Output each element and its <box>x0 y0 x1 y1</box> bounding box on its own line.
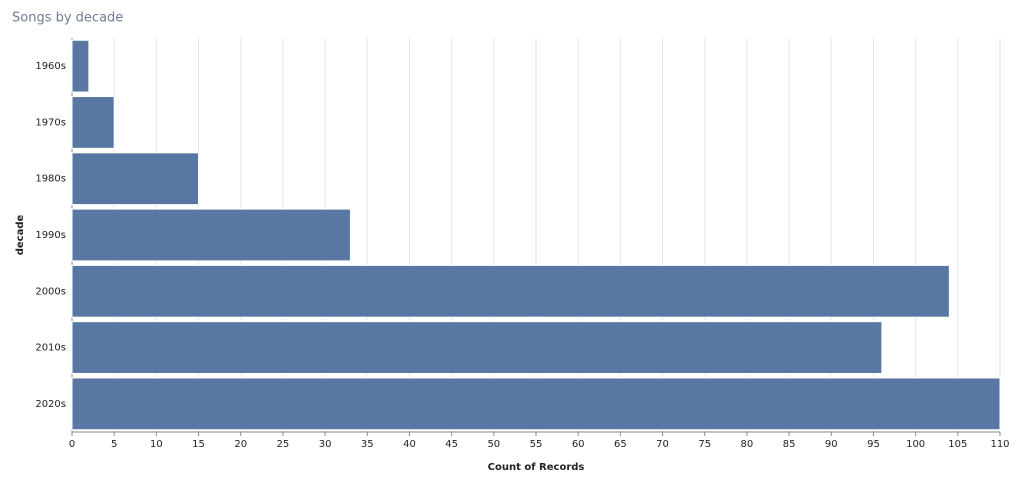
y-tick-label: 1990s <box>35 230 66 241</box>
y-tick-label: 2020s <box>35 399 66 410</box>
x-tick-label: 15 <box>192 439 205 450</box>
y-tick-label: 2000s <box>35 286 66 297</box>
y-tick-label: 1970s <box>35 117 66 128</box>
bar <box>71 264 950 318</box>
bar <box>71 152 200 206</box>
x-tick-label: 65 <box>614 439 627 450</box>
x-tick-label: 35 <box>361 439 374 450</box>
x-tick-label: 90 <box>825 439 838 450</box>
bar <box>71 96 115 149</box>
chart-title: Songs by decade <box>12 11 123 26</box>
x-tick-label: 30 <box>319 439 332 450</box>
x-tick-label: 95 <box>867 439 880 450</box>
x-tick-label: 60 <box>572 439 585 450</box>
bar <box>71 39 90 93</box>
x-tick-label: 110 <box>990 439 1009 450</box>
x-tick-label: 40 <box>403 439 416 450</box>
y-tick-label: 1980s <box>35 174 66 185</box>
x-tick-label: 25 <box>277 439 290 450</box>
x-axis-title: Count of Records <box>488 462 585 473</box>
y-axis-title: decade <box>15 215 26 256</box>
x-tick-label: 0 <box>69 439 75 450</box>
bar <box>71 377 1001 431</box>
bar <box>71 321 883 374</box>
x-tick-label: 75 <box>698 439 711 450</box>
x-tick-label: 5 <box>111 439 117 450</box>
x-tick-label: 45 <box>445 439 458 450</box>
x-tick-label: 20 <box>234 439 247 450</box>
x-tick-label: 100 <box>906 439 925 450</box>
x-tick-label: 50 <box>487 439 500 450</box>
x-tick-label: 55 <box>530 439 543 450</box>
x-tick-label: 10 <box>150 439 163 450</box>
x-tick-label: 70 <box>656 439 669 450</box>
x-tick-label: 80 <box>741 439 754 450</box>
bar <box>71 208 351 262</box>
x-tick-label: 85 <box>783 439 796 450</box>
x-tick-label: 105 <box>948 439 967 450</box>
y-tick-label: 1960s <box>35 61 66 72</box>
y-tick-label: 2010s <box>35 343 66 354</box>
